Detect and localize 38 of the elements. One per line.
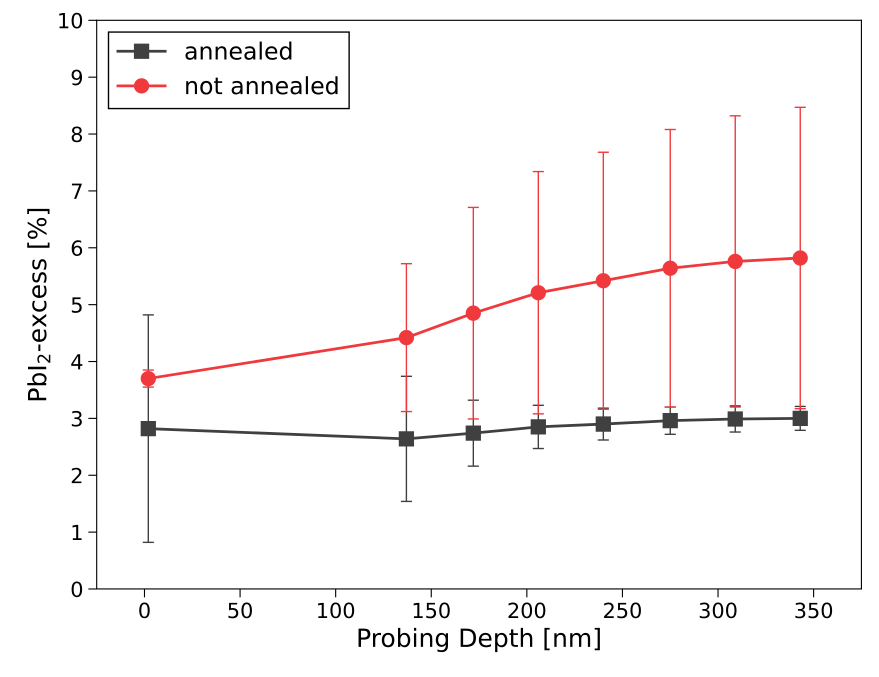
x-tick-label: 50 xyxy=(228,602,252,618)
x-tick-label: 350 xyxy=(795,602,832,618)
legend-label: not annealed xyxy=(186,76,338,94)
point xyxy=(792,250,808,266)
y-tick-label: 10 xyxy=(59,12,82,29)
point xyxy=(140,420,156,436)
x-tick-label: 300 xyxy=(700,602,737,618)
point xyxy=(530,285,546,300)
y-tick-label: 5 xyxy=(72,297,82,313)
point xyxy=(398,431,414,446)
point xyxy=(530,419,546,435)
legend-label: annealed xyxy=(185,42,292,60)
point xyxy=(728,254,743,270)
point xyxy=(466,306,481,321)
point xyxy=(596,273,611,288)
y-tick-label: 9 xyxy=(72,70,82,86)
point xyxy=(466,426,481,441)
y-tick-label: 8 xyxy=(72,126,82,142)
x-tick-label: 150 xyxy=(414,602,450,618)
y-tick-label: 0 xyxy=(72,581,82,598)
y-axis-title: PbI$_{2}$-excess [%] xyxy=(27,208,50,400)
y-tick-label: 3 xyxy=(72,410,82,427)
x-tick-label: 0 xyxy=(139,602,150,618)
y-tick-label: 1 xyxy=(72,524,82,540)
point xyxy=(662,260,678,276)
y-tick-label: 6 xyxy=(72,240,82,256)
y-tick-label: 4 xyxy=(71,354,82,370)
point xyxy=(398,330,414,346)
point xyxy=(662,413,678,428)
y-tick-label: 2 xyxy=(72,468,82,484)
point xyxy=(728,411,743,427)
y-tick-label: 7 xyxy=(72,184,82,199)
x-tick-label: 250 xyxy=(604,602,641,618)
point xyxy=(596,416,611,432)
point xyxy=(792,410,808,426)
x-tick-label: 100 xyxy=(318,602,354,618)
x-tick-label: 200 xyxy=(508,602,546,618)
x-axis-title: Probing Depth [nm] xyxy=(358,628,600,652)
